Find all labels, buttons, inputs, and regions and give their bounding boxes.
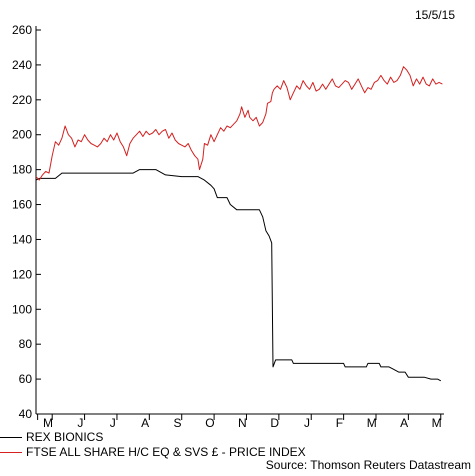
x-tick-label-8: J bbox=[304, 416, 310, 430]
x-tick-label-9: F bbox=[336, 416, 343, 430]
x-tick-label-10: M bbox=[367, 416, 377, 430]
y-tick-label-40: 40 bbox=[19, 407, 33, 421]
x-tick-label-2: J bbox=[110, 416, 116, 430]
x-tick-label-0: M bbox=[43, 416, 53, 430]
y-tick-label-180: 180 bbox=[12, 163, 32, 177]
y-tick-label-220: 220 bbox=[12, 93, 32, 107]
y-tick-label-100: 100 bbox=[12, 302, 32, 316]
series-line-0 bbox=[35, 169, 442, 382]
x-tick-label-6: N bbox=[238, 416, 247, 430]
source-note: Source: Thomson Reuters Datastream bbox=[265, 458, 471, 472]
y-tick-label-80: 80 bbox=[19, 337, 33, 351]
y-tick-label-260: 260 bbox=[12, 23, 32, 37]
chart-date: 15/5/15 bbox=[414, 8, 455, 22]
y-tick-label-60: 60 bbox=[19, 372, 33, 386]
legend-item-ftse: FTSE ALL SHARE H/C EQ & SVS £ - PRICE IN… bbox=[0, 445, 306, 459]
series-lines bbox=[35, 66, 443, 382]
x-tick-label-4: S bbox=[174, 416, 182, 430]
y-tick-label-160: 160 bbox=[12, 198, 32, 212]
series-line-1 bbox=[35, 66, 443, 181]
x-tick-label-1: J bbox=[77, 416, 83, 430]
axes bbox=[35, 26, 444, 415]
y-tick-label-140: 140 bbox=[12, 232, 32, 246]
x-tick-label-11: A bbox=[400, 416, 408, 430]
legend-swatch-rex-bionics bbox=[0, 437, 22, 439]
legend-item-rex-bionics: REX BIONICS bbox=[0, 430, 103, 444]
y-axis-ticks: 40 60 80 100 120 140 160 180 200 220 240 260 bbox=[12, 23, 41, 421]
x-tick-label-3: A bbox=[141, 416, 149, 430]
y-tick-label-240: 240 bbox=[12, 58, 32, 72]
legend-label-ftse: FTSE ALL SHARE H/C EQ & SVS £ - PRICE IN… bbox=[26, 445, 306, 459]
y-tick-label-200: 200 bbox=[12, 128, 32, 142]
legend-label-rex-bionics: REX BIONICS bbox=[26, 430, 104, 444]
legend-swatch-ftse bbox=[0, 452, 22, 454]
x-tick-label-5: O bbox=[205, 416, 214, 430]
x-tick-label-7: D bbox=[270, 416, 279, 430]
y-tick-label-120: 120 bbox=[12, 267, 32, 281]
x-tick-label-12: M bbox=[432, 416, 442, 430]
